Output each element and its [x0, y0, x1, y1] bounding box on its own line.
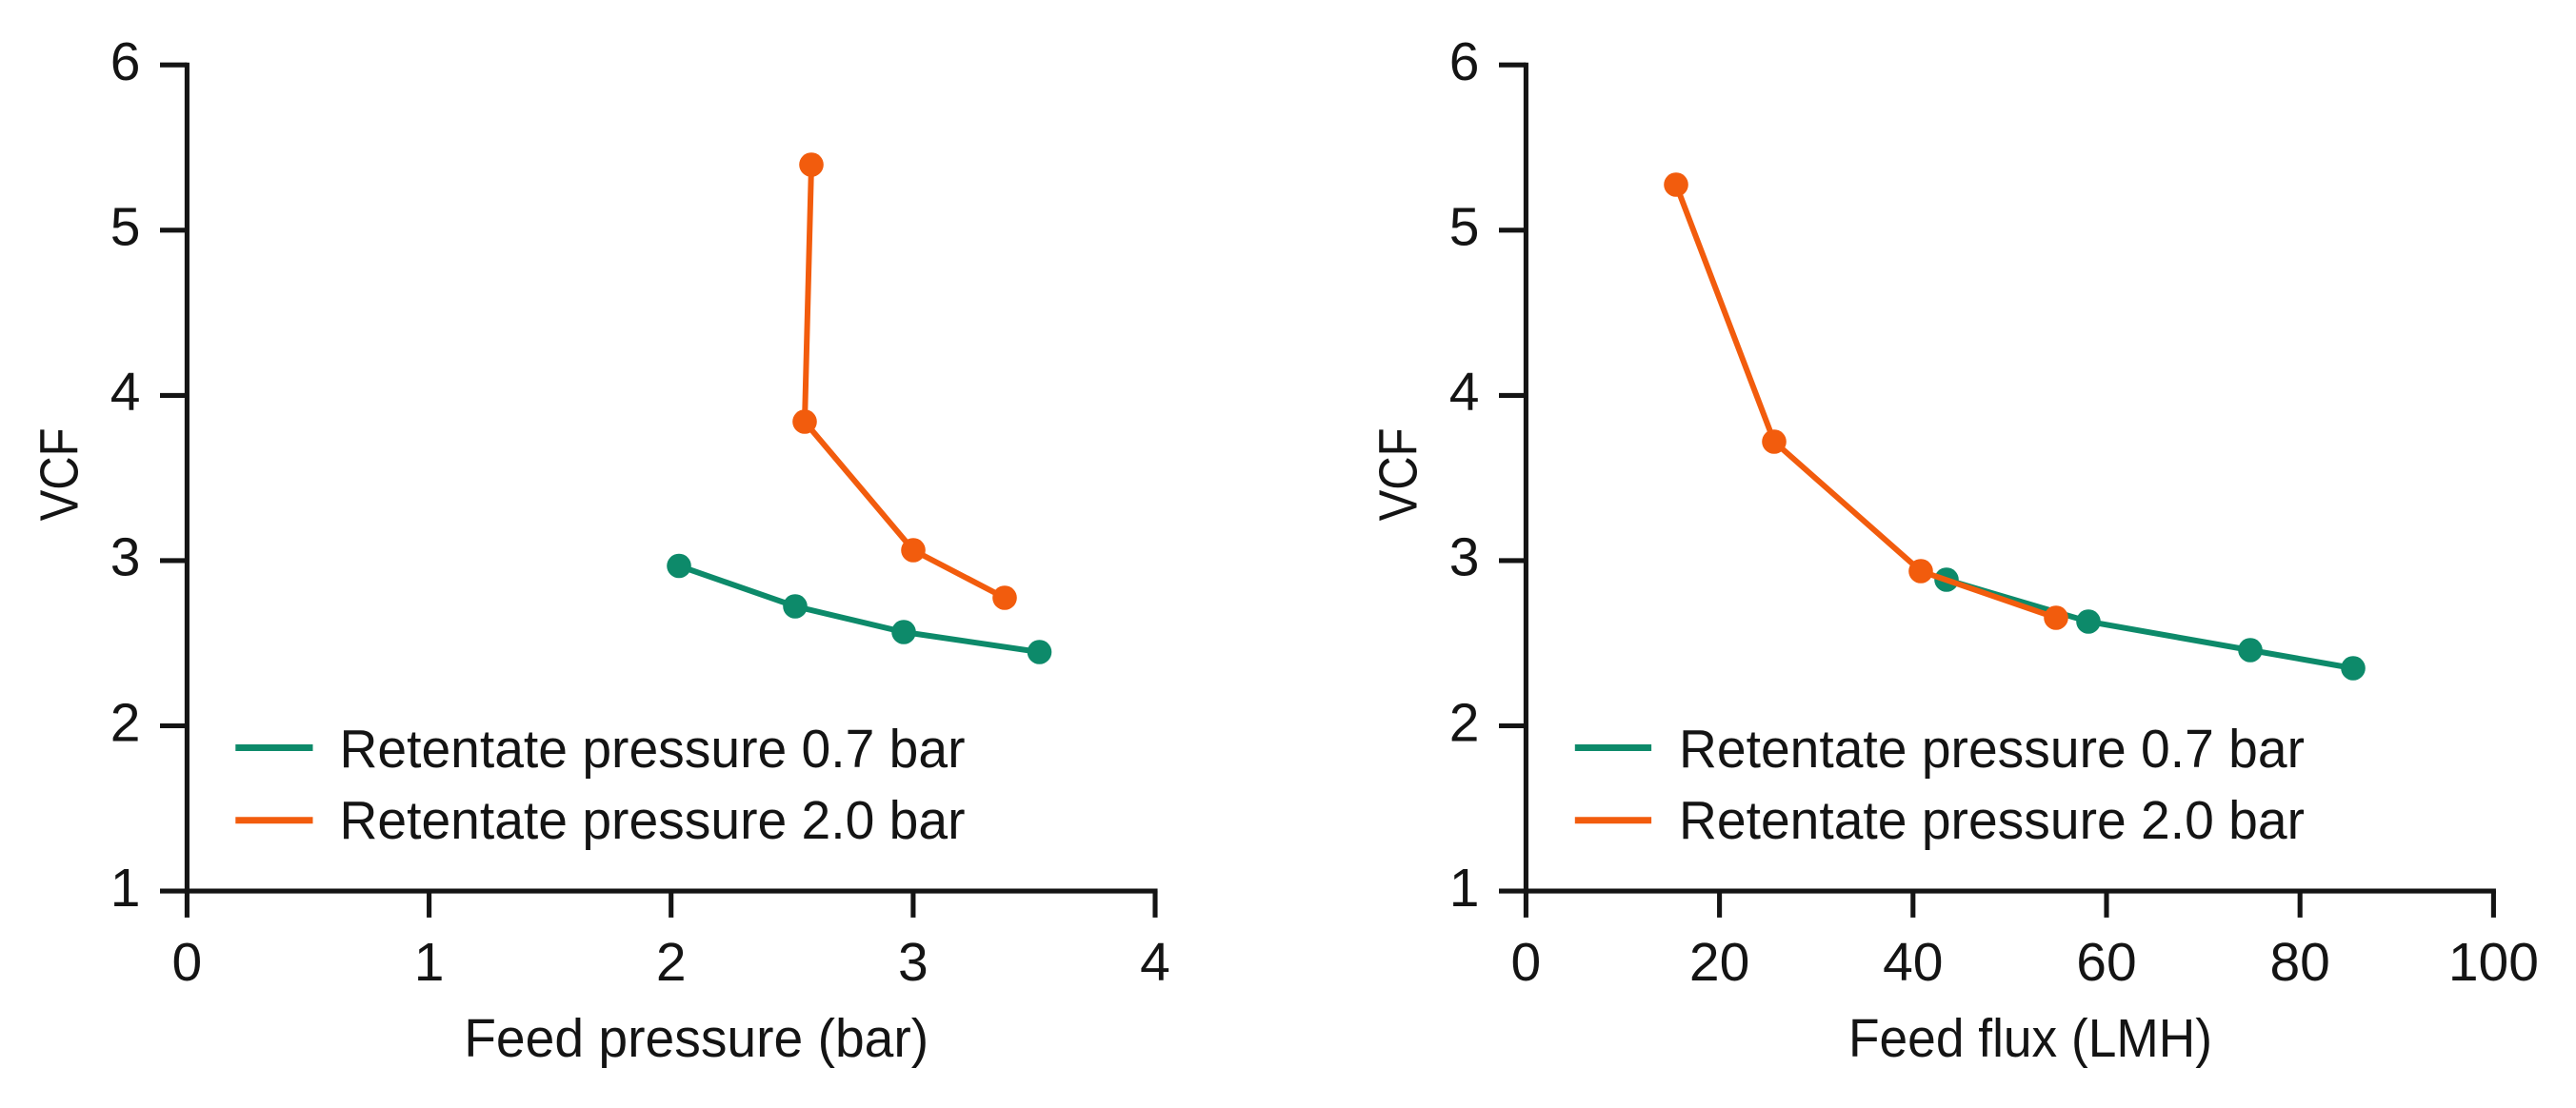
svg-text:3: 3: [1449, 527, 1480, 588]
svg-text:1: 1: [110, 858, 141, 919]
svg-text:Retentate pressure 0.7 bar: Retentate pressure 0.7 bar: [1679, 719, 2305, 780]
svg-text:Retentate pressure 2.0 bar: Retentate pressure 2.0 bar: [1679, 790, 2305, 851]
svg-text:80: 80: [2269, 932, 2329, 993]
svg-text:Feed flux (LMH): Feed flux (LMH): [1848, 1008, 2212, 1069]
svg-text:Retentate pressure 2.0 bar: Retentate pressure 2.0 bar: [340, 790, 966, 851]
svg-text:4: 4: [1140, 932, 1170, 993]
svg-text:VCF: VCF: [29, 427, 90, 521]
svg-text:6: 6: [110, 31, 141, 92]
svg-text:5: 5: [110, 197, 141, 258]
svg-text:5: 5: [1449, 197, 1480, 258]
svg-text:VCF: VCF: [1368, 427, 1428, 521]
svg-text:60: 60: [2076, 932, 2136, 993]
svg-text:1: 1: [1449, 858, 1480, 919]
svg-text:4: 4: [1449, 362, 1480, 423]
svg-text:2: 2: [1449, 692, 1480, 753]
svg-text:3: 3: [110, 527, 141, 588]
svg-text:Feed pressure (bar): Feed pressure (bar): [464, 1008, 929, 1069]
svg-text:3: 3: [898, 932, 929, 993]
svg-text:6: 6: [1449, 31, 1480, 92]
svg-text:100: 100: [2448, 932, 2539, 993]
svg-text:0: 0: [1511, 932, 1542, 993]
svg-text:20: 20: [1689, 932, 1749, 993]
svg-text:4: 4: [110, 362, 141, 423]
svg-text:2: 2: [110, 692, 141, 753]
svg-text:0: 0: [172, 932, 203, 993]
svg-text:40: 40: [1883, 932, 1943, 993]
svg-text:Retentate pressure 0.7 bar: Retentate pressure 0.7 bar: [340, 719, 966, 780]
svg-text:1: 1: [414, 932, 445, 993]
svg-text:2: 2: [656, 932, 687, 993]
